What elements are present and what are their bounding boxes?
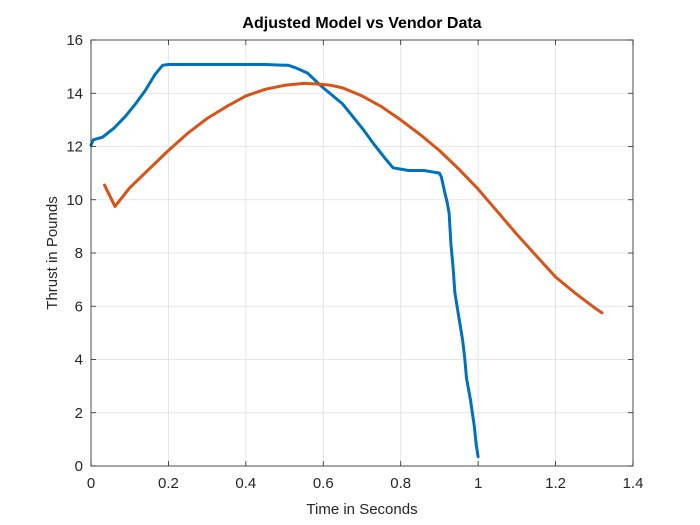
y-tick-label: 4 [75, 352, 83, 369]
y-tick-label: 6 [75, 298, 83, 315]
y-tick-label: 12 [66, 139, 83, 156]
series-group [89, 63, 604, 459]
y-tick-label: 10 [66, 192, 83, 209]
y-tick-label: 2 [75, 405, 83, 422]
y-tick-label: 16 [66, 32, 83, 49]
x-tick-label: 0.6 [313, 475, 334, 492]
x-tick-label: 1.2 [545, 475, 566, 492]
x-tick-label: 0.4 [235, 475, 256, 492]
y-tick-label: 0 [75, 458, 83, 475]
y-axis-label: Thrust in Pounds [44, 196, 61, 309]
x-tick-label: 0.2 [158, 475, 179, 492]
x-axis-label: Time in Seconds [306, 501, 417, 518]
x-tick-label: 1.4 [623, 475, 644, 492]
x-tick-label: 0.8 [390, 475, 411, 492]
y-tick-label: 8 [75, 245, 83, 262]
series-line-2 [103, 81, 604, 315]
series-line-1 [89, 63, 480, 459]
x-tick-label: 1 [474, 475, 482, 492]
y-tick-label: 14 [66, 85, 83, 102]
chart-title: Adjusted Model vs Vendor Data [242, 15, 481, 32]
x-tick-label: 0 [87, 475, 95, 492]
ticks: 0 0.2 0.4 0.6 0.8 1 1.2 1.4 0 2 4 6 8 10 12 14 16 [66, 32, 643, 492]
